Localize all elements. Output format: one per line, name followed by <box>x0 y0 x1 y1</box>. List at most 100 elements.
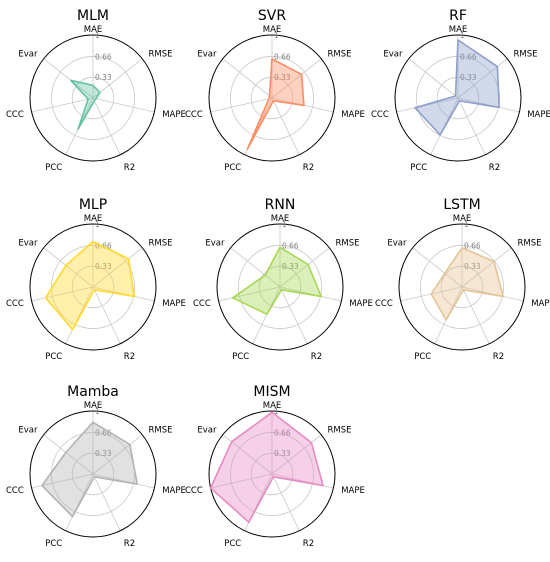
axis-label-evar: Evar <box>197 50 217 60</box>
spoke-line <box>92 97 121 155</box>
spoke-line <box>210 97 273 113</box>
axis-label-mape: MAPE <box>531 299 550 309</box>
outer-frame <box>29 410 157 538</box>
spoke-line <box>43 247 94 288</box>
radial-tick-label: 1 <box>282 220 287 229</box>
radial-tick-label: 0.33 <box>274 449 291 458</box>
axis-label-evar: Evar <box>18 426 38 436</box>
spoke-line <box>412 247 463 288</box>
spoke-line <box>457 97 486 155</box>
spoke-line <box>92 434 143 475</box>
radial-tick-label: 0.66 <box>274 428 291 437</box>
radial-tick-label: 1 <box>460 31 465 40</box>
outer-frame <box>29 34 157 162</box>
axis-label-mape: MAPE <box>527 110 550 120</box>
axis-label-mae: MAE <box>263 25 282 35</box>
axis-label-pcc: PCC <box>232 352 249 362</box>
axis-label-r2: R2 <box>493 352 504 362</box>
radial-tick-label: 0.33 <box>464 262 481 271</box>
spoke-line <box>92 97 155 113</box>
axis-label-rmse: RMSE <box>514 50 538 60</box>
axis-label-evar: Evar <box>383 50 403 60</box>
chart-title: Mamba <box>67 384 119 400</box>
series-polygon <box>41 421 138 518</box>
radial-tick-label: 1 <box>464 220 469 229</box>
axis-label-rmse: RMSE <box>328 426 352 436</box>
axis-label-ccc: CCC <box>375 299 393 309</box>
axis-label-mae: MAE <box>84 214 103 224</box>
spoke-line <box>279 247 330 288</box>
radial-tick-label: 0.66 <box>274 52 291 61</box>
series-polygon <box>246 58 305 150</box>
axis-label-mae: MAE <box>84 25 103 35</box>
axis-label-evar: Evar <box>197 426 217 436</box>
radial-tick-label: 1 <box>95 407 100 416</box>
radial-tick-label: 0.66 <box>282 241 299 250</box>
radial-tick-label: 0.66 <box>464 241 481 250</box>
axis-label-evar: Evar <box>18 239 38 249</box>
axis-label-mape: MAPE <box>341 486 365 496</box>
axis-label-mae: MAE <box>453 214 472 224</box>
series-polygon <box>70 79 101 130</box>
spoke-line <box>65 286 94 344</box>
axis-label-ccc: CCC <box>193 299 211 309</box>
outer-frame <box>398 223 526 351</box>
series-polygon <box>44 240 135 331</box>
axis-label-mape: MAPE <box>341 110 365 120</box>
axis-label-mae: MAE <box>84 401 103 411</box>
axis-label-ccc: CCC <box>6 486 24 496</box>
axis-label-r2: R2 <box>124 163 135 173</box>
axis-label-pcc: PCC <box>45 352 62 362</box>
radial-tick-label: 1 <box>274 407 279 416</box>
chart-title: RNN <box>265 197 296 213</box>
axis-label-pcc: PCC <box>224 539 241 549</box>
spoke-line <box>461 286 490 344</box>
radial-tick-label: 1 <box>95 31 100 40</box>
chart-title: MLP <box>79 197 107 213</box>
chart-title: RF <box>449 8 467 24</box>
axis-label-mae: MAE <box>263 401 282 411</box>
axis-label-r2: R2 <box>124 352 135 362</box>
spoke-line <box>230 247 281 288</box>
radial-tick-label: 1 <box>95 220 100 229</box>
spoke-line <box>222 58 273 99</box>
radial-tick-label: 0.33 <box>95 449 112 458</box>
outer-frame <box>394 34 522 162</box>
axis-label-rmse: RMSE <box>149 239 173 249</box>
series-polygon <box>414 39 501 136</box>
spoke-line <box>457 58 508 99</box>
outer-frame <box>208 410 336 538</box>
axis-label-rmse: RMSE <box>149 50 173 60</box>
radial-tick-label: 0.66 <box>95 428 112 437</box>
axis-label-r2: R2 <box>489 163 500 173</box>
axis-label-r2: R2 <box>311 352 322 362</box>
spoke-line <box>271 434 322 475</box>
axis-label-rmse: RMSE <box>328 50 352 60</box>
axis-label-rmse: RMSE <box>518 239 542 249</box>
chart-title: MLM <box>77 8 109 24</box>
axis-label-ccc: CCC <box>371 110 389 120</box>
spoke-line <box>65 473 94 531</box>
spoke-line <box>218 286 281 302</box>
axis-label-mape: MAPE <box>162 110 186 120</box>
axis-label-pcc: PCC <box>45 539 62 549</box>
spoke-line <box>271 97 300 155</box>
axis-label-ccc: CCC <box>185 486 203 496</box>
spoke-line <box>31 97 94 113</box>
spoke-line <box>92 473 121 531</box>
radial-tick-label: 0.33 <box>95 73 112 82</box>
spoke-line <box>43 434 94 475</box>
axis-label-rmse: RMSE <box>336 239 360 249</box>
axis-label-pcc: PCC <box>224 163 241 173</box>
spoke-line <box>271 473 300 531</box>
spoke-line <box>31 286 94 302</box>
chart-title: MISM <box>253 384 290 400</box>
outer-frame <box>208 34 336 162</box>
